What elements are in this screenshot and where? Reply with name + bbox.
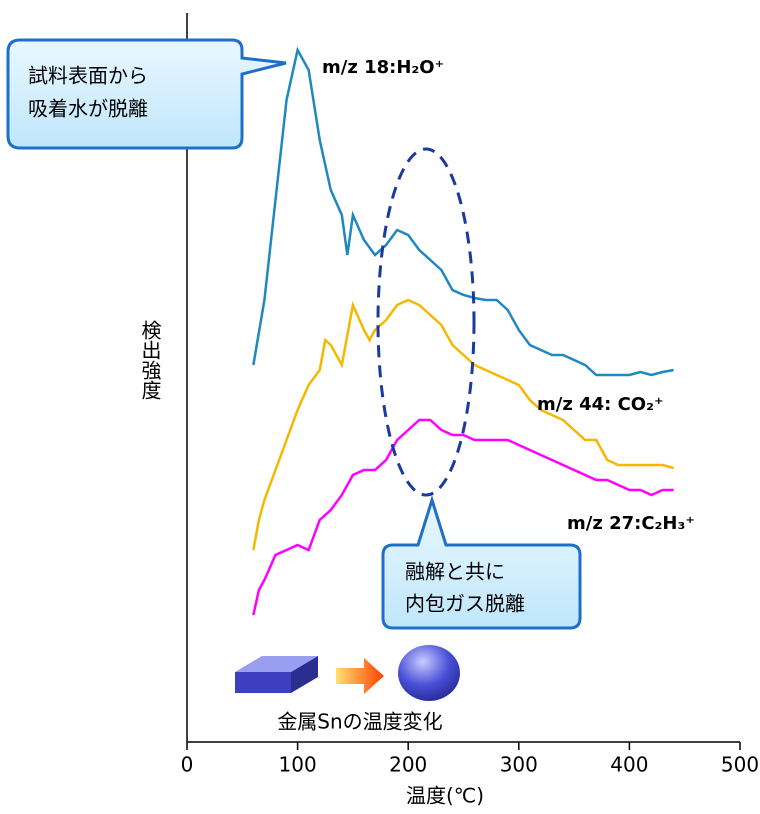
illustration-caption: 金属Snの温度変化	[277, 710, 442, 734]
arrow	[336, 658, 384, 694]
callout-text: 試料表面から	[28, 64, 148, 88]
x-tick-label: 0	[181, 753, 194, 777]
callout-text: 内包ガス脱離	[405, 592, 525, 616]
callout	[8, 40, 286, 148]
callout-text: 吸着水が脱離	[28, 97, 148, 121]
x-tick-label: 200	[389, 753, 427, 777]
x-tick-label: 500	[721, 753, 759, 777]
sn-slab	[235, 672, 291, 693]
chart: 0 100 200 300 400 500 m/z 18:H₂O⁺ m/z 44: CO₂⁺ m…	[0, 0, 760, 814]
y-axis-label: 検出強度	[138, 320, 162, 400]
series-label: m/z 18:H₂O⁺	[322, 57, 444, 78]
x-tick-label: 300	[500, 753, 538, 777]
highlight-ellipse	[378, 149, 474, 495]
sn-ball	[398, 645, 460, 701]
x-tick-label: 400	[610, 753, 648, 777]
x-axis-label: 温度(℃)	[406, 784, 484, 808]
callout-text: 融解と共に	[405, 560, 505, 584]
series-label: m/z 44: CO₂⁺	[537, 394, 663, 415]
series-label: m/z 27:C₂H₃⁺	[567, 513, 695, 534]
x-tick-label: 100	[279, 753, 317, 777]
